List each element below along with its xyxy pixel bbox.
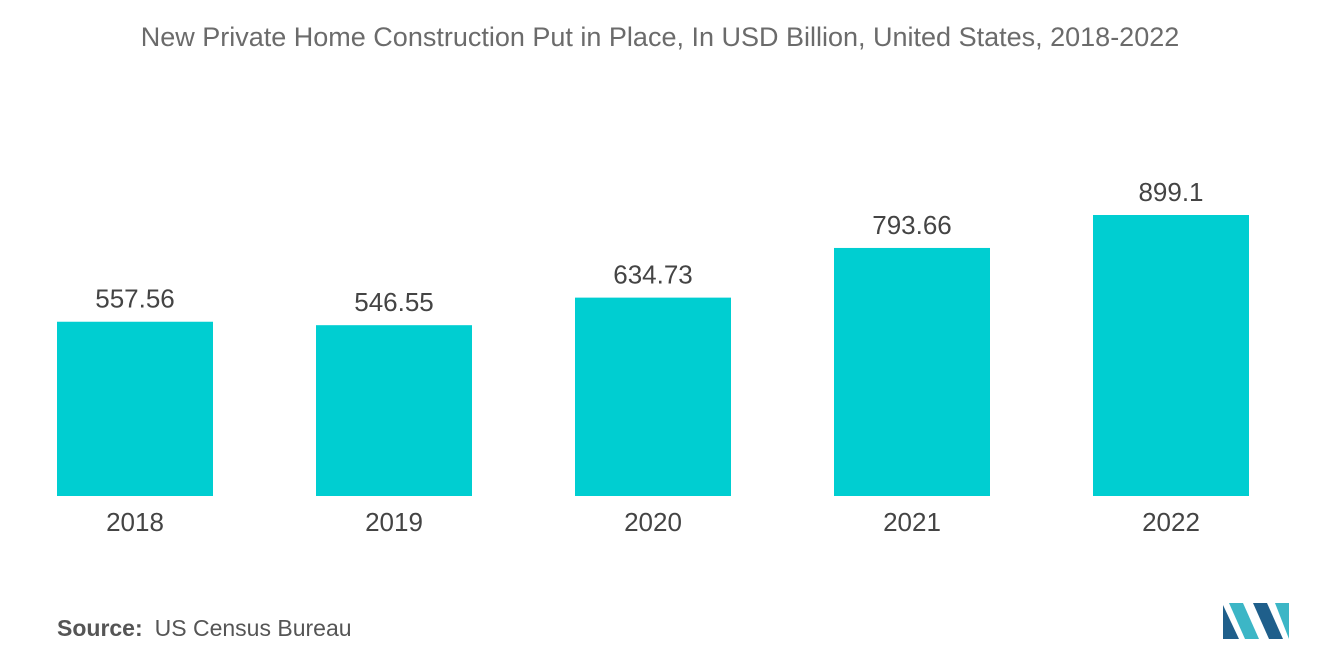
bar-2018 — [57, 321, 213, 496]
value-label-2018: 557.56 — [95, 284, 175, 314]
source-label: Source: — [57, 615, 143, 641]
source-note: Source: US Census Bureau — [57, 615, 352, 642]
value-label-2022: 899.1 — [1138, 177, 1203, 207]
x-tick-2022: 2022 — [1142, 507, 1200, 537]
x-tick-2019: 2019 — [365, 507, 423, 537]
chart-title: New Private Home Construction Put in Pla… — [140, 22, 1180, 52]
source-value: US Census Bureau — [154, 615, 352, 641]
bar-2020 — [575, 297, 731, 496]
x-tick-2021: 2021 — [883, 507, 941, 537]
x-axis-tick-labels: 2018 2019 2020 2021 2022 — [106, 507, 1200, 537]
bars-group — [57, 215, 1249, 496]
bar-2021 — [834, 247, 990, 496]
bar-2019 — [316, 325, 472, 496]
x-tick-2018: 2018 — [106, 507, 164, 537]
mordor-intelligence-logo-icon — [1223, 603, 1289, 639]
value-label-2019: 546.55 — [354, 287, 434, 317]
bar-2022 — [1093, 215, 1249, 496]
value-label-2021: 793.66 — [872, 210, 952, 240]
value-label-2020: 634.73 — [613, 260, 693, 290]
value-labels-group: 557.56 546.55 634.73 793.66 899.1 — [95, 177, 1203, 317]
x-tick-2020: 2020 — [624, 507, 682, 537]
